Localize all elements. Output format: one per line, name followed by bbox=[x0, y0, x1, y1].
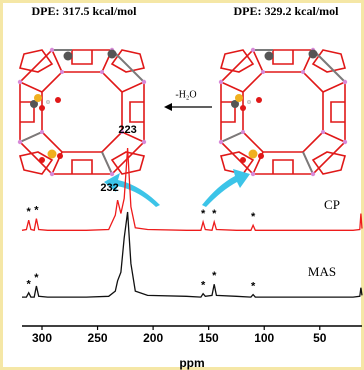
annotation: * bbox=[27, 279, 32, 291]
annotation: 223 bbox=[118, 124, 136, 136]
spectrum bbox=[22, 212, 362, 297]
annotation: * bbox=[34, 204, 39, 216]
annotation: * bbox=[34, 272, 39, 284]
annotation: * bbox=[212, 208, 217, 220]
series-label: CP bbox=[324, 197, 340, 212]
x-tick-label: 150 bbox=[199, 331, 219, 345]
annotation: * bbox=[251, 211, 256, 223]
annotation: * bbox=[212, 270, 217, 282]
energy-left: DPE: 317.5 kcal/mol bbox=[32, 4, 138, 18]
series-label: MAS bbox=[308, 264, 336, 279]
figure: DPE: 317.5 kcal/mol DPE: 329.2 kcal/mol … bbox=[0, 0, 364, 370]
annotation: 232 bbox=[100, 182, 118, 194]
annotation: * bbox=[201, 208, 206, 220]
energy-right: DPE: 329.2 kcal/mol bbox=[234, 4, 340, 18]
reaction-arrow bbox=[164, 103, 212, 111]
annotation: * bbox=[201, 280, 206, 292]
x-tick-label: 50 bbox=[313, 331, 327, 345]
x-tick-label: 200 bbox=[143, 331, 163, 345]
reaction-label: -H₂O bbox=[175, 89, 196, 100]
structure-right bbox=[219, 48, 347, 176]
x-axis-label: ppm bbox=[179, 356, 204, 370]
annotation: * bbox=[27, 206, 32, 218]
x-tick-label: 100 bbox=[254, 331, 274, 345]
x-tick-label: 250 bbox=[88, 331, 108, 345]
x-tick-label: 300 bbox=[32, 331, 52, 345]
annotation: * bbox=[251, 280, 256, 292]
